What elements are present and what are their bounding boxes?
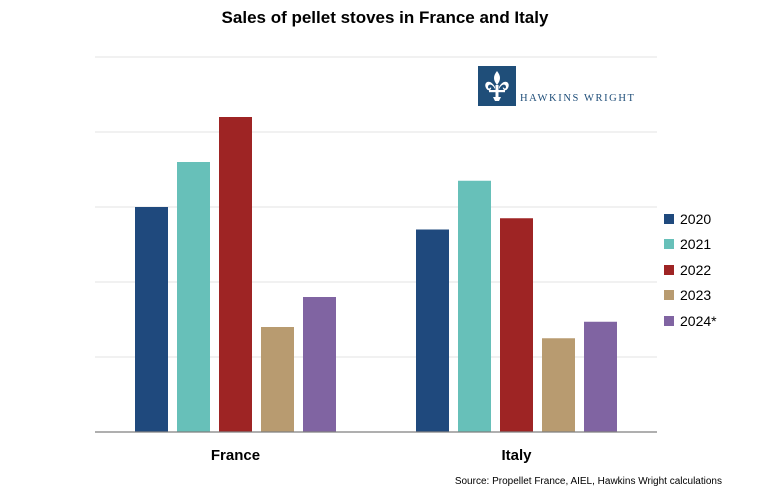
legend-swatch [664, 290, 674, 301]
legend-label: 2020 [680, 210, 712, 227]
bar-italy-2023 [542, 338, 575, 432]
logo-text: HAWKINS WRIGHT [520, 93, 636, 104]
legend-label: 2023 [680, 287, 712, 304]
legend: 2020 2021 2022 2023 2024* [664, 206, 717, 334]
bar-italy-2024 [584, 321, 617, 432]
legend-item: 2023 [664, 283, 717, 309]
legend-label: 2021 [680, 236, 712, 253]
bar-france-2021 [177, 162, 210, 432]
source-note: Source: Propellet France, AIEL, Hawkins … [454, 476, 722, 487]
legend-swatch [664, 239, 674, 250]
legend-item: 2022 [664, 257, 717, 283]
hawkins-wright-logo: HAWKINS WRIGHT [478, 66, 648, 114]
legend-swatch [664, 315, 674, 326]
legend-swatch [664, 264, 674, 275]
category-label-france: France [211, 447, 260, 464]
bar-italy-2021 [458, 180, 491, 432]
chart-title: Sales of pellet stoves in France and Ita… [221, 8, 549, 27]
legend-item: 2024* [664, 308, 717, 334]
bar-italy-2022 [500, 218, 533, 432]
category-labels: France Italy [211, 447, 532, 464]
legend-item: 2021 [664, 232, 717, 258]
legend-item: 2020 [664, 206, 717, 232]
legend-label: 2022 [680, 261, 712, 278]
bars [135, 117, 617, 432]
bar-france-2023 [261, 327, 294, 432]
legend-label: 2024* [680, 312, 717, 329]
fleur-de-lis-icon [478, 66, 516, 106]
bar-italy-2020 [416, 229, 449, 432]
bar-france-2022 [219, 117, 252, 432]
bar-france-2020 [135, 207, 168, 432]
category-label-italy: Italy [501, 447, 532, 464]
legend-swatch [664, 213, 674, 224]
bar-france-2024 [303, 297, 336, 432]
